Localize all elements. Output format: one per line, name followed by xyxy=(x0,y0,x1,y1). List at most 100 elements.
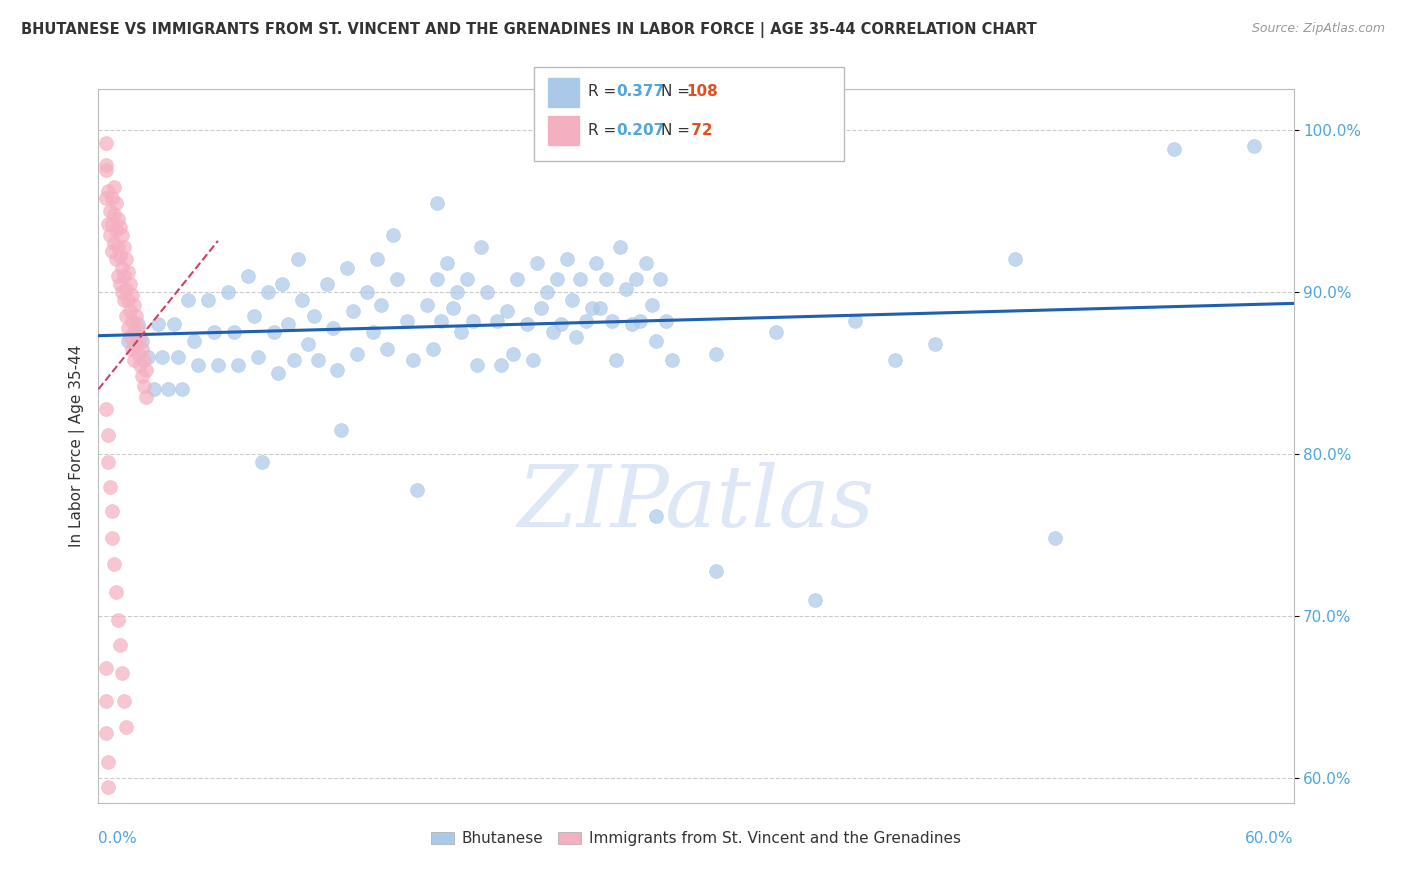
Point xyxy=(375,342,398,356)
Point xyxy=(396,314,419,328)
Point xyxy=(621,318,644,332)
Point xyxy=(134,379,156,393)
Point xyxy=(470,239,492,253)
Point xyxy=(704,346,727,360)
Point xyxy=(172,382,194,396)
Point xyxy=(110,249,132,263)
Text: N =: N = xyxy=(661,85,695,99)
Point xyxy=(645,334,668,348)
Point xyxy=(346,346,368,360)
Point xyxy=(111,666,134,681)
Point xyxy=(115,252,138,267)
Point xyxy=(297,336,319,351)
Point xyxy=(111,260,134,275)
Point xyxy=(565,330,588,344)
Point xyxy=(550,318,572,332)
Point xyxy=(581,301,603,315)
Point xyxy=(626,272,648,286)
Point xyxy=(103,179,125,194)
Point xyxy=(461,314,484,328)
Point xyxy=(884,353,907,368)
Point xyxy=(307,353,329,368)
Point xyxy=(326,363,349,377)
Point xyxy=(101,504,124,518)
Point xyxy=(406,483,429,497)
Point xyxy=(226,358,249,372)
Point xyxy=(263,326,285,340)
Point xyxy=(97,427,120,442)
Point xyxy=(120,304,142,318)
Point xyxy=(129,358,152,372)
Point xyxy=(107,239,129,253)
Point xyxy=(402,353,425,368)
Point xyxy=(98,203,122,218)
Point xyxy=(124,353,146,368)
Point xyxy=(246,350,269,364)
Point xyxy=(489,358,512,372)
Point xyxy=(589,301,612,315)
Point xyxy=(475,285,498,299)
Point xyxy=(243,310,266,324)
Point xyxy=(101,191,124,205)
Point xyxy=(585,256,607,270)
Point xyxy=(121,288,143,302)
Point xyxy=(135,363,157,377)
Point xyxy=(267,366,290,380)
Point xyxy=(645,508,668,523)
Point xyxy=(366,252,388,267)
Point xyxy=(96,693,118,707)
Point xyxy=(1163,142,1185,156)
Text: Source: ZipAtlas.com: Source: ZipAtlas.com xyxy=(1251,22,1385,36)
Point xyxy=(924,336,946,351)
Point xyxy=(101,217,124,231)
Point xyxy=(250,455,273,469)
Point xyxy=(322,320,344,334)
Point xyxy=(1243,139,1265,153)
Point xyxy=(96,158,118,172)
Text: 0.207: 0.207 xyxy=(616,123,664,137)
Point xyxy=(97,455,120,469)
Point xyxy=(115,720,138,734)
Point xyxy=(112,268,135,283)
Point xyxy=(1043,532,1066,546)
Point xyxy=(121,342,143,356)
Point xyxy=(1004,252,1026,267)
Point xyxy=(575,314,598,328)
Point xyxy=(291,293,314,307)
Point xyxy=(456,272,478,286)
Point xyxy=(522,353,544,368)
Point xyxy=(105,223,128,237)
Text: R =: R = xyxy=(588,85,621,99)
Point xyxy=(485,314,508,328)
Point xyxy=(177,293,200,307)
Point xyxy=(436,256,458,270)
Point xyxy=(422,342,444,356)
Point xyxy=(105,195,128,210)
Point xyxy=(125,310,148,324)
Point xyxy=(202,326,225,340)
Point xyxy=(342,304,364,318)
Point xyxy=(256,285,278,299)
Text: R =: R = xyxy=(588,123,621,137)
Point xyxy=(277,318,299,332)
Point xyxy=(530,301,553,315)
Point xyxy=(502,346,524,360)
Point xyxy=(105,252,128,267)
Point xyxy=(183,334,205,348)
Point xyxy=(107,211,129,226)
Point xyxy=(426,195,449,210)
Text: 60.0%: 60.0% xyxy=(1246,831,1294,847)
Point xyxy=(222,326,245,340)
Text: 108: 108 xyxy=(686,85,718,99)
Point xyxy=(465,358,488,372)
Point xyxy=(661,353,683,368)
Point xyxy=(112,239,135,253)
Point xyxy=(121,314,143,328)
Point xyxy=(495,304,517,318)
Point xyxy=(131,369,153,384)
Point xyxy=(105,585,128,599)
Point xyxy=(302,310,325,324)
Point xyxy=(595,272,617,286)
Point xyxy=(97,185,120,199)
Point xyxy=(441,301,464,315)
